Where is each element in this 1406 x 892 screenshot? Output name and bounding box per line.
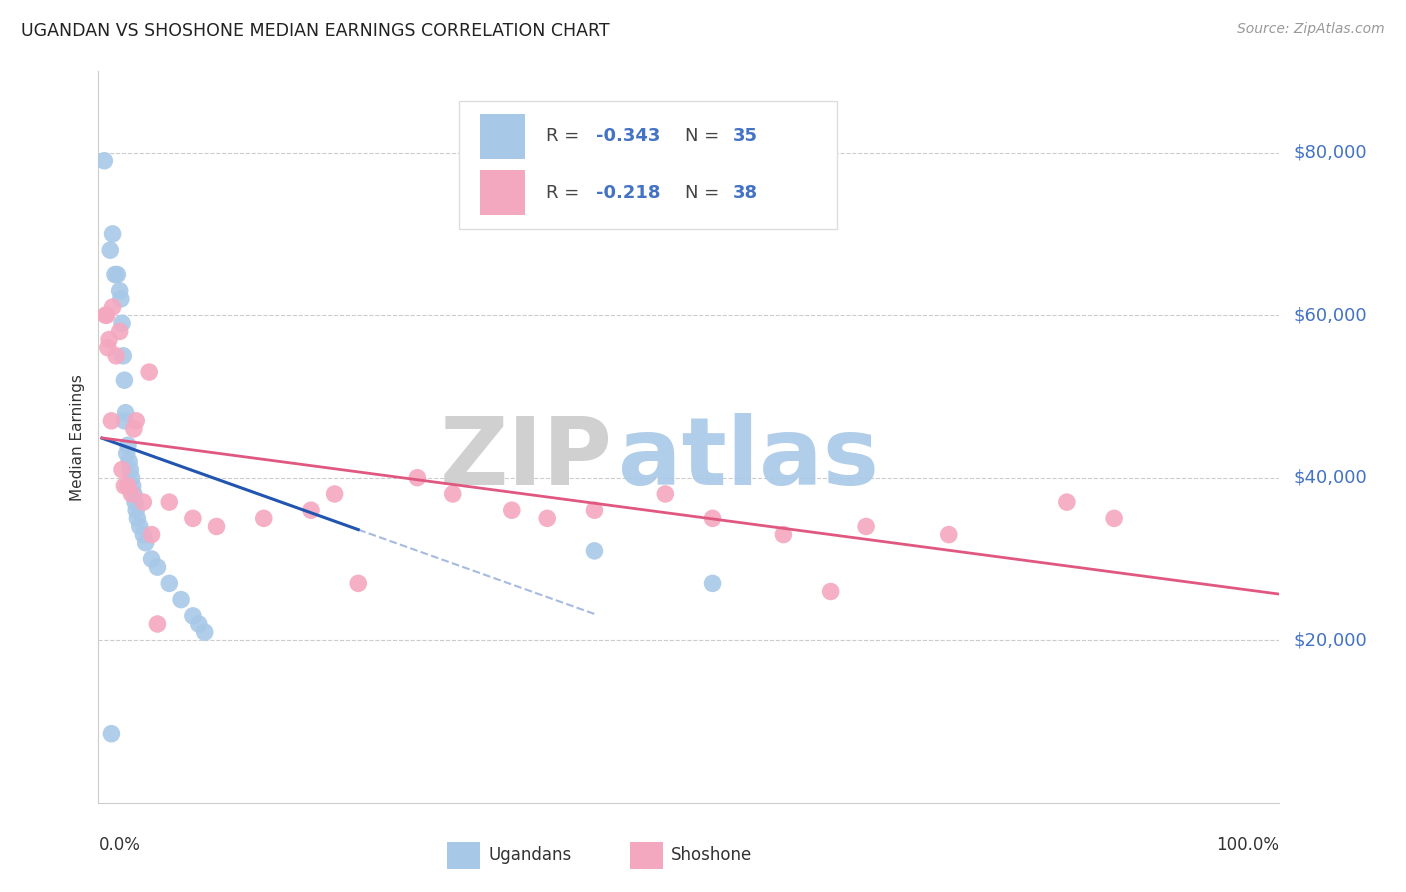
Point [441, 487, 464, 501]
Point [138, 365, 160, 379]
Point [122, 422, 145, 436]
Point [702, 576, 724, 591]
Point [702, 511, 724, 525]
Point [121, 471, 143, 485]
Text: 0.0%: 0.0% [98, 836, 141, 854]
Point [146, 560, 169, 574]
Point [654, 487, 676, 501]
Point [120, 462, 142, 476]
Point [187, 617, 209, 632]
Point [855, 519, 877, 533]
Point [583, 503, 606, 517]
Point [253, 511, 276, 525]
Point [536, 511, 558, 525]
Point [98, 333, 121, 347]
Point [125, 503, 148, 517]
FancyBboxPatch shape [479, 170, 524, 216]
Point [135, 535, 157, 549]
Point [108, 325, 131, 339]
Point [127, 511, 149, 525]
Point [194, 625, 217, 640]
Point [111, 316, 134, 330]
Point [141, 527, 163, 541]
Text: $80,000: $80,000 [1294, 144, 1367, 161]
Point [117, 438, 139, 452]
Point [105, 349, 128, 363]
Text: UGANDAN VS SHOSHONE MEDIAN EARNINGS CORRELATION CHART: UGANDAN VS SHOSHONE MEDIAN EARNINGS CORR… [21, 22, 610, 40]
Point [96, 308, 118, 322]
Point [117, 479, 139, 493]
Point [583, 544, 606, 558]
Point [820, 584, 842, 599]
Point [114, 406, 136, 420]
Text: $60,000: $60,000 [1294, 306, 1367, 324]
Point [181, 511, 204, 525]
Text: ZIP: ZIP [439, 413, 612, 505]
Point [100, 414, 122, 428]
FancyBboxPatch shape [447, 842, 479, 869]
Point [146, 617, 169, 632]
Point [110, 292, 132, 306]
Text: N =: N = [685, 184, 725, 202]
Point [205, 519, 228, 533]
Point [112, 373, 135, 387]
FancyBboxPatch shape [479, 114, 524, 159]
Point [122, 487, 145, 501]
Point [118, 454, 141, 468]
Text: $40,000: $40,000 [1294, 468, 1367, 487]
Point [181, 608, 204, 623]
Point [101, 300, 124, 314]
Text: atlas: atlas [619, 413, 879, 505]
Point [124, 495, 146, 509]
Text: 38: 38 [733, 184, 758, 202]
FancyBboxPatch shape [458, 101, 837, 228]
Point [111, 462, 134, 476]
Point [125, 414, 148, 428]
Point [94, 308, 117, 322]
Point [121, 479, 143, 493]
Point [100, 727, 122, 741]
Point [938, 527, 960, 541]
Point [170, 592, 193, 607]
Point [112, 414, 135, 428]
Point [128, 519, 150, 533]
Point [772, 527, 794, 541]
Point [132, 495, 155, 509]
Text: R =: R = [546, 128, 585, 145]
Text: 35: 35 [733, 128, 758, 145]
Text: 100.0%: 100.0% [1216, 836, 1279, 854]
Point [1102, 511, 1125, 525]
Point [299, 503, 322, 517]
Point [104, 268, 127, 282]
Text: Ugandans: Ugandans [488, 847, 571, 864]
Point [121, 487, 143, 501]
FancyBboxPatch shape [630, 842, 664, 869]
Point [347, 576, 370, 591]
Point [98, 243, 121, 257]
Point [115, 446, 138, 460]
Point [101, 227, 124, 241]
Text: $20,000: $20,000 [1294, 632, 1367, 649]
Text: Shoshone: Shoshone [671, 847, 752, 864]
Text: N =: N = [685, 128, 725, 145]
Text: -0.343: -0.343 [596, 128, 659, 145]
Point [112, 479, 135, 493]
Point [93, 153, 115, 168]
Point [157, 495, 180, 509]
Point [406, 471, 429, 485]
Point [323, 487, 346, 501]
Point [1056, 495, 1078, 509]
Point [501, 503, 523, 517]
Point [141, 552, 163, 566]
Y-axis label: Median Earnings: Median Earnings [70, 374, 86, 500]
Point [132, 527, 155, 541]
Text: Source: ZipAtlas.com: Source: ZipAtlas.com [1237, 22, 1385, 37]
Point [157, 576, 180, 591]
Text: -0.218: -0.218 [596, 184, 661, 202]
Point [112, 349, 135, 363]
Point [105, 268, 128, 282]
Point [97, 341, 120, 355]
Point [108, 284, 131, 298]
Text: R =: R = [546, 184, 585, 202]
